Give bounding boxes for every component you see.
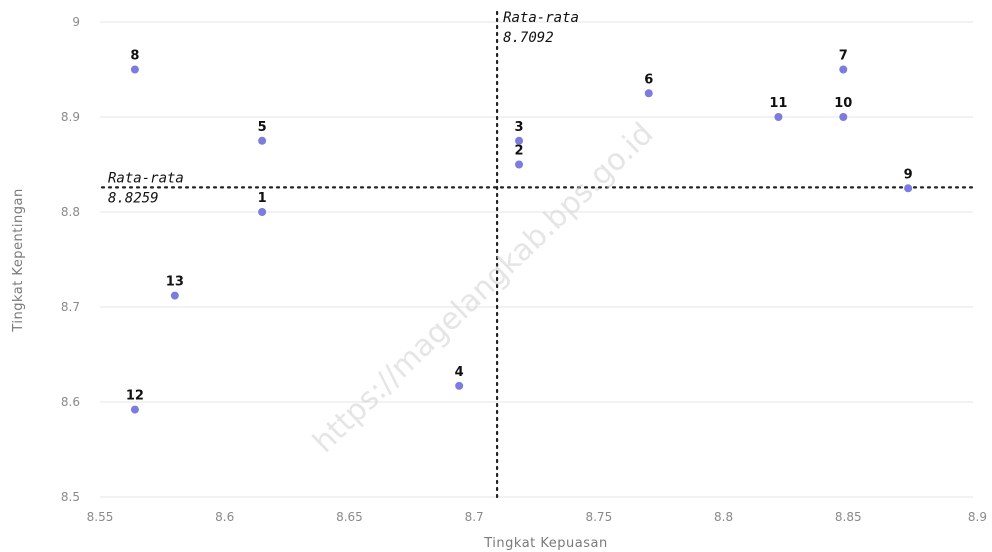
data-point — [258, 208, 267, 216]
data-point — [644, 89, 653, 98]
y-axis-title: Tingkat Kepentingan — [11, 188, 26, 332]
x-tick-label: 8.7 — [465, 510, 484, 524]
x-axis-ticks: 8.55 8.6 8.65 8.7 8.75 8.8 8.85 8.9 — [87, 510, 987, 524]
y-tick-label: 8.6 — [61, 395, 80, 409]
data-point — [839, 65, 848, 74]
point-label: 7 — [839, 49, 848, 64]
data-point — [170, 291, 179, 300]
data-point — [130, 405, 139, 414]
data-point — [515, 136, 524, 145]
x-tick-label: 8.9 — [968, 510, 987, 524]
data-point — [130, 65, 139, 74]
y-tick-label: 8.8 — [61, 205, 80, 219]
point-label: 10 — [834, 96, 852, 111]
point-label: 4 — [455, 365, 464, 380]
y-mean-label-value: 8.8259 — [108, 190, 159, 206]
point-label: 13 — [166, 275, 184, 290]
x-mean-label-line1: Rata-rata — [503, 10, 579, 26]
data-point — [904, 184, 913, 193]
x-tick-label: 8.55 — [87, 510, 114, 524]
x-tick-label: 8.65 — [336, 510, 363, 524]
data-point — [774, 113, 783, 121]
y-tick-label: 8.9 — [61, 110, 80, 124]
y-tick-label: 8.7 — [61, 300, 80, 314]
point-label: 5 — [258, 120, 267, 135]
y-axis-ticks: 8.5 8.6 8.7 8.8 8.9 9 — [61, 15, 80, 504]
y-mean-label-line1: Rata-rata — [108, 170, 184, 186]
y-tick-label: 9 — [72, 15, 80, 29]
grid-lines — [100, 21, 973, 498]
point-label: 9 — [904, 167, 913, 182]
x-tick-label: 8.8 — [714, 510, 733, 524]
x-tick-label: 8.85 — [835, 510, 862, 524]
point-label: 1 — [258, 191, 267, 206]
x-mean-label-value: 8.7092 — [503, 30, 554, 46]
x-axis-title: Tingkat Kepuasan — [483, 536, 607, 551]
x-tick-label: 8.75 — [585, 510, 612, 524]
point-label: 3 — [515, 120, 524, 135]
data-point — [515, 160, 524, 169]
data-point — [455, 381, 464, 390]
data-point — [258, 136, 267, 145]
point-label: 6 — [644, 72, 653, 87]
point-label: 8 — [130, 49, 139, 64]
watermark-text: https://magelangkab.bps.go.id — [306, 116, 660, 460]
point-label: 12 — [126, 389, 144, 404]
point-label: 11 — [769, 96, 787, 111]
reference-lines — [100, 10, 975, 499]
x-tick-label: 8.6 — [215, 510, 234, 524]
point-label: 2 — [515, 144, 524, 159]
reference-labels: Rata-rata 8.7092 Rata-rata 8.8259 — [108, 10, 579, 206]
data-point — [839, 113, 848, 121]
y-tick-label: 8.5 — [61, 490, 80, 504]
